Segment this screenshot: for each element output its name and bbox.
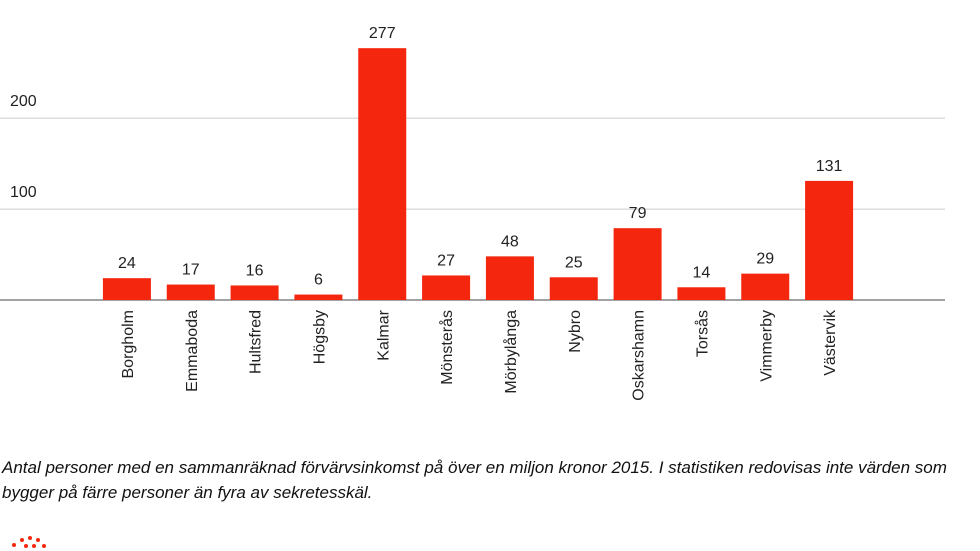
value-label: 16 (246, 262, 264, 279)
bar (677, 287, 726, 300)
bar (485, 256, 534, 300)
logo (12, 536, 46, 548)
value-label: 24 (118, 255, 136, 272)
value-label: 27 (437, 252, 455, 269)
x-tick-label: Mönsterås (438, 310, 456, 385)
bar (294, 294, 343, 300)
value-label: 79 (629, 205, 647, 222)
x-tick-label: Västervik (822, 309, 839, 376)
bar (166, 284, 215, 300)
value-label: 14 (693, 264, 711, 281)
caption: Antal personer med en sammanräknad förvä… (2, 458, 947, 502)
bar (805, 180, 854, 300)
x-tick-label: Emmaboda (184, 310, 201, 392)
x-tick-label: Torsås (693, 310, 711, 357)
x-tick-label: Högsby (311, 310, 328, 364)
y-tick-label: 100 (10, 184, 37, 201)
x-tick-label: Nybro (567, 310, 584, 353)
value-label: 17 (182, 262, 200, 279)
value-label: 48 (501, 233, 519, 250)
y-tick-label: 200 (10, 93, 37, 110)
value-label: 6 (314, 272, 323, 289)
bar (230, 285, 279, 300)
bar (358, 48, 407, 300)
x-tick-label: Vimmerby (758, 310, 775, 382)
x-tick-label: Oskarshamn (631, 310, 648, 401)
x-tick-label: Kalmar (375, 309, 392, 360)
bar (549, 277, 598, 300)
value-label: 277 (369, 25, 396, 42)
bar (422, 275, 471, 300)
x-tick-label: Mörbylånga (502, 310, 520, 394)
value-label: 29 (756, 251, 774, 268)
bar (613, 228, 662, 300)
bar (102, 278, 151, 300)
x-tick-label: Borgholm (120, 310, 137, 378)
x-tick-label: Hultsfred (248, 310, 265, 374)
value-label: 25 (565, 254, 583, 271)
value-label: 131 (816, 158, 843, 175)
bar (741, 273, 790, 300)
